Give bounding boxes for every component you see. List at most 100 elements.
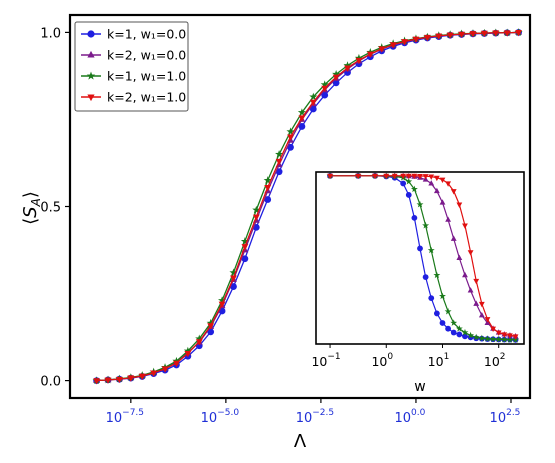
inset-x-tick-label: 102 — [484, 352, 506, 369]
main-data-point — [389, 42, 397, 49]
main-x-tick-label: 10−2.5 — [296, 408, 334, 426]
inset-data-point — [450, 329, 457, 336]
main-data-point — [161, 366, 169, 373]
main-data-point — [184, 351, 192, 358]
main-data-point — [332, 69, 341, 78]
main-data-point — [309, 92, 318, 101]
inset-data-point — [439, 199, 446, 205]
main-axis-ticks: 10−7.5 10−5.0 10−2.5 100.0 102.5 0.0 0.5 1.0 — [40, 26, 520, 426]
main-data-point — [218, 301, 226, 308]
legend-marker — [87, 30, 95, 38]
inset-data-point — [467, 287, 474, 293]
legend-label: k=2, w₁=1.0 — [107, 90, 186, 105]
main-data-point — [435, 33, 443, 40]
main-data-point — [207, 328, 215, 336]
main-data-point — [298, 115, 306, 122]
inset-data-point — [456, 331, 463, 338]
main-data-point — [309, 105, 317, 113]
inset-data-point — [462, 271, 468, 278]
main-data-point — [298, 123, 306, 130]
inset-data-point — [433, 175, 440, 182]
main-data-point — [229, 268, 238, 277]
inset-data-point — [416, 200, 424, 208]
inset-data-point — [433, 271, 441, 279]
legend-marker — [86, 71, 96, 80]
legend-marker — [87, 50, 95, 58]
main-data-point — [275, 158, 283, 166]
inset-data-point — [400, 173, 407, 180]
inset-data-point — [439, 320, 446, 326]
main-series-4 — [93, 30, 522, 385]
inset-data-point — [484, 317, 491, 323]
inset-data-point — [450, 235, 457, 241]
inset-data-point — [428, 180, 435, 186]
inset-data-point — [405, 177, 413, 185]
main-data-point — [515, 30, 522, 37]
main-data-point — [480, 30, 488, 38]
inset-series-layer — [326, 172, 520, 343]
inset-data-point — [444, 307, 452, 315]
inset-data-point — [473, 300, 480, 306]
main-data-point — [116, 376, 123, 384]
inset-x-tick-label: 101 — [428, 352, 450, 369]
main-y-tick-label: 0.5 — [40, 201, 61, 216]
inset-plot-frame — [315, 171, 525, 345]
main-data-point — [321, 85, 329, 93]
main-data-point — [366, 51, 374, 58]
inset-data-point — [500, 335, 508, 343]
legend-label: k=2, w₁=0.0 — [107, 48, 186, 63]
main-data-point — [332, 79, 340, 87]
main-data-point — [138, 373, 146, 380]
main-data-point — [240, 237, 249, 245]
main-data-point — [320, 80, 329, 89]
main-x-tick-label: 10−7.5 — [106, 408, 144, 426]
inset-data-point — [484, 335, 491, 342]
legend-label: k=1, w₁=1.0 — [107, 69, 186, 84]
main-series-layer — [92, 28, 523, 385]
main-data-point — [104, 377, 112, 384]
main-data-point — [309, 99, 317, 106]
inset-data-point — [400, 180, 407, 187]
main-data-point — [321, 91, 329, 99]
main-data-point — [127, 375, 135, 382]
inset-data-point — [445, 216, 452, 222]
main-data-point — [458, 31, 465, 39]
main-data-point — [446, 32, 454, 39]
main-data-point — [344, 65, 351, 72]
main-data-point — [503, 30, 511, 37]
main-data-point — [287, 143, 294, 151]
main-data-point — [183, 346, 192, 355]
main-data-point — [150, 370, 158, 377]
legend-entry-2: k=2, w₁=0.0 — [81, 48, 186, 63]
inset-data-point — [428, 174, 435, 180]
main-data-point — [195, 339, 203, 346]
main-data-point — [252, 214, 260, 221]
inset-data-point — [422, 274, 429, 281]
main-y-axis-label: ⟨SA⟩ — [20, 191, 43, 225]
main-data-point — [332, 74, 340, 81]
main-data-point — [275, 150, 284, 158]
inset-data-point — [422, 221, 430, 229]
inset-data-point — [456, 254, 463, 261]
main-data-point — [241, 255, 249, 263]
inset-data-point — [445, 325, 452, 332]
inset-data-point — [433, 187, 440, 194]
inset-data-point — [495, 330, 502, 336]
main-data-point — [378, 46, 386, 53]
main-data-point — [206, 318, 215, 327]
inset-data-point — [433, 310, 440, 317]
inset-data-point — [501, 332, 508, 338]
inset-data-point — [417, 173, 423, 180]
main-data-point — [287, 134, 294, 141]
main-data-point — [469, 31, 477, 38]
inset-x-tick-label: 100 — [371, 352, 393, 369]
main-data-point — [207, 323, 215, 330]
inset-data-point — [462, 333, 468, 340]
inset-data-point — [456, 202, 463, 208]
main-data-point — [286, 127, 295, 136]
main-x-tick-label: 100.0 — [395, 408, 426, 426]
main-data-point — [195, 334, 204, 343]
inset-data-point — [478, 301, 485, 308]
main-data-point — [492, 30, 500, 37]
